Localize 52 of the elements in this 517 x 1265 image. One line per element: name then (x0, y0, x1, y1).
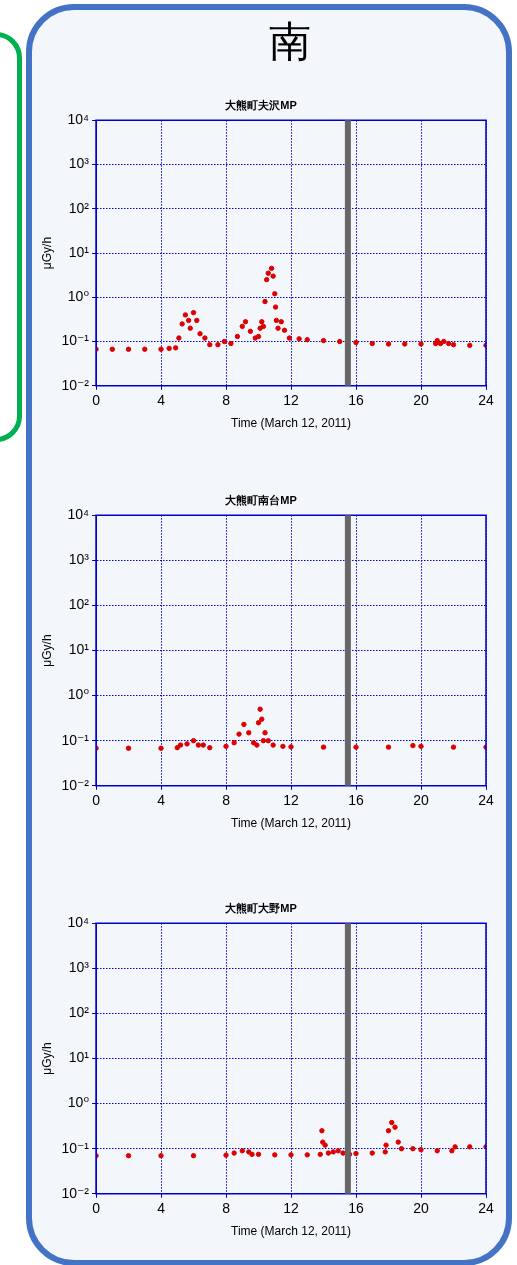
x-tick-label: 0 (92, 1200, 101, 1217)
x-tick-label: 12 (283, 392, 300, 409)
x-tick-label: 20 (413, 1200, 429, 1217)
y-tick-label: 10³ (68, 155, 90, 172)
y-axis-title: μGy/h (39, 236, 54, 270)
chart-title: 大熊町南台MP (225, 493, 297, 507)
y-tick-label: 10¹ (68, 1049, 90, 1066)
x-tick-label: 12 (283, 792, 300, 809)
y-axis-title: μGy/h (39, 1042, 54, 1075)
x-axis-title: Time (March 12, 2011) (230, 416, 352, 431)
y-axis-title: μGy/h (39, 634, 54, 667)
y-tick-label: 10⁰ (67, 288, 90, 305)
chart-title: 大熊町大野MP (225, 901, 297, 915)
y-tick-label: 10⁻² (61, 776, 90, 793)
y-tick-label: 10⁻² (61, 1184, 90, 1201)
y-tick-label: 10⁴ (67, 506, 90, 523)
y-tick-label: 10³ (68, 551, 90, 568)
y-tick-label: 10¹ (68, 243, 90, 260)
x-tick-label: 20 (413, 792, 429, 809)
x-tick-label: 16 (348, 392, 365, 409)
y-tick-label: 10² (68, 1004, 90, 1021)
y-tick-label: 10⁻¹ (61, 731, 90, 748)
x-axis-title: Time (March 12, 2011) (230, 816, 352, 831)
y-tick-label: 10⁴ (67, 914, 90, 931)
x-axis-title: Time (March 12, 2011) (230, 1224, 352, 1239)
y-tick-label: 10⁻¹ (61, 1139, 90, 1156)
x-tick-label: 16 (348, 1200, 365, 1217)
x-tick-label: 12 (283, 1200, 300, 1217)
x-tick-label: 4 (157, 392, 166, 409)
y-tick-label: 10⁰ (67, 686, 90, 703)
chart-title: 大熊町夫沢MP (225, 98, 297, 112)
text: 南 (268, 16, 312, 68)
x-tick-label: 0 (92, 392, 101, 409)
x-tick-label: 4 (157, 1200, 166, 1217)
x-tick-label: 24 (478, 792, 494, 809)
x-tick-label: 24 (478, 392, 494, 409)
x-tick-label: 8 (222, 1200, 231, 1217)
y-tick-label: 10⁻¹ (61, 332, 90, 349)
y-tick-label: 10⁰ (67, 1094, 90, 1111)
x-tick-label: 4 (157, 792, 166, 809)
y-tick-label: 10² (68, 199, 90, 216)
x-tick-label: 8 (222, 792, 231, 809)
x-tick-label: 8 (222, 392, 231, 409)
y-tick-label: 10⁻² (61, 376, 90, 393)
x-tick-label: 20 (413, 392, 429, 409)
x-tick-label: 0 (92, 792, 101, 809)
y-tick-label: 10³ (68, 959, 90, 976)
y-tick-label: 10⁴ (67, 111, 90, 128)
y-tick-label: 10² (68, 596, 90, 613)
y-tick-label: 10¹ (68, 641, 90, 658)
x-tick-label: 24 (478, 1200, 494, 1217)
x-tick-label: 16 (348, 792, 365, 809)
